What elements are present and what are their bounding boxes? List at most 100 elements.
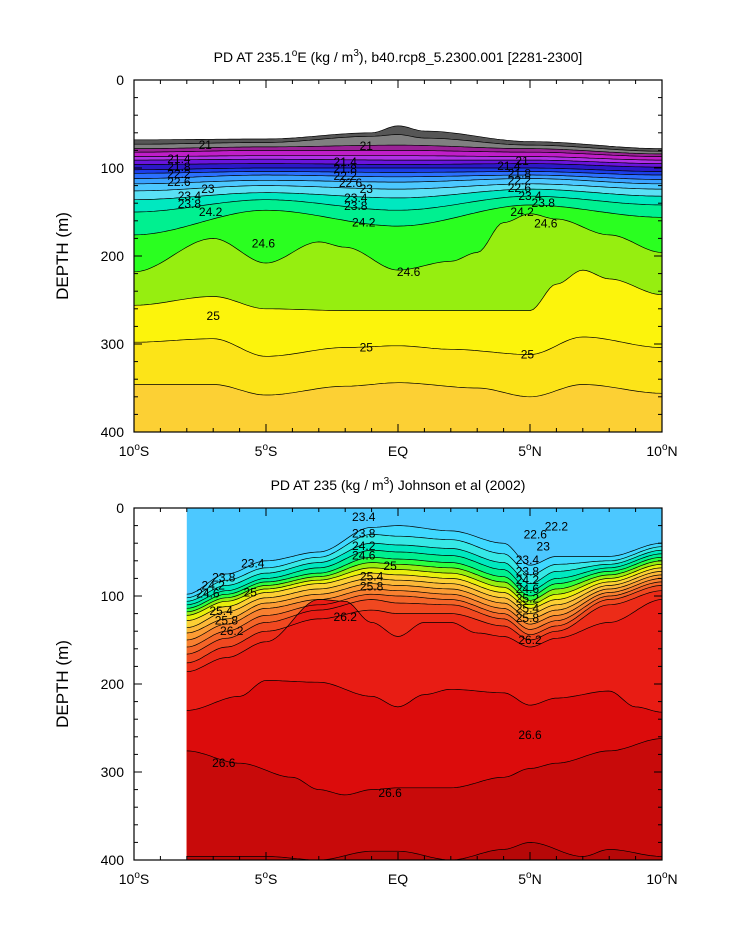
x-tick-label: 5oS: [255, 442, 278, 459]
contour-label: 24.2: [516, 573, 540, 587]
contour-line-25: [134, 336, 662, 357]
contour-label: 23.4: [241, 556, 265, 570]
contour-label: 26.2: [220, 624, 244, 638]
y-tick-label: 0: [116, 500, 124, 516]
panel-observation-contour-labels: 23.423.824.224.6 2525.425.826.223.423.824…: [196, 510, 568, 800]
contour-label: 25.2: [516, 592, 540, 606]
contour-line-23-6: [186, 534, 663, 599]
y-tick-label: 300: [101, 764, 125, 780]
contour-label: 25.4: [360, 570, 384, 584]
contour-line-24-6: [133, 213, 663, 273]
contour-label: 21: [199, 138, 213, 152]
contour-label: 24.6: [534, 216, 558, 230]
contour-line-24-2: [134, 195, 663, 213]
contour-label: 22.2: [167, 167, 191, 181]
x-tick-label: 5oN: [518, 870, 541, 887]
contour-label: 25.4: [516, 601, 540, 615]
x-tick-label: 10oS: [119, 870, 149, 887]
contour-label: 23.4: [178, 189, 202, 203]
contour-label: 25.8: [516, 611, 540, 625]
contour-label: 23.4: [516, 553, 540, 567]
contour-line-24-2: [186, 556, 663, 609]
contour-line-22-6: [134, 163, 662, 168]
panel-observation-filled-contours: [186, 508, 663, 860]
contour-line-21-4: [134, 150, 662, 157]
contour-label: 21.8: [334, 162, 358, 176]
contour-label: 24.2: [510, 205, 534, 219]
contour-label: 23.4: [344, 191, 368, 205]
contour-line-20: [134, 125, 662, 149]
contour-label: 24.6: [397, 265, 421, 279]
contour-line-24: [186, 549, 663, 606]
contour-label: 23.4: [352, 510, 376, 524]
x-tick-label: 10oN: [646, 442, 677, 459]
contour-line-24-4: [133, 204, 662, 236]
contour-line-23-2: [134, 171, 662, 176]
contour-line-26-4: [186, 680, 663, 713]
contour-line-25-2: [186, 574, 663, 634]
contour-label: 25.8: [360, 579, 384, 593]
contour-label: 21.4: [167, 152, 191, 166]
contour-label: 22.6: [339, 176, 363, 190]
contour-label: 22.2: [508, 173, 532, 187]
x-tick-label: EQ: [388, 443, 408, 459]
contour-label: 23.8: [344, 199, 368, 213]
contour-label: 21: [515, 154, 529, 168]
contour-label: 22.2: [545, 520, 569, 534]
panel-observation-title: PD AT 235 (kg / m3) Johnson et al (2002): [271, 476, 526, 493]
contour-label: 23.8: [532, 196, 556, 210]
contour-label: 25: [360, 341, 374, 355]
contour-line-22-2: [134, 158, 662, 164]
contour-label: 26.6: [212, 756, 236, 770]
x-tick-label: 5oS: [255, 870, 278, 887]
contour-line-25-4: [186, 578, 663, 641]
panel-model: PD AT 235.1oE (kg / m3), b40.rcp8_5.2300…: [53, 48, 678, 459]
contour-line-24: [134, 188, 663, 201]
contour-label: 23.8: [516, 564, 540, 578]
x-tick-label: 10oS: [119, 442, 149, 459]
contour-label: 26.6: [378, 786, 402, 800]
y-tick-label: 0: [116, 72, 124, 88]
contour-label: 23.8: [178, 197, 202, 211]
x-tick-label: 5oN: [518, 442, 541, 459]
panel-model-axes: 10oS 5oS EQ 5oN 10oN 0 100 200 300 400: [101, 72, 678, 459]
contour-label: 24.6: [352, 549, 376, 563]
y-tick-label: 300: [101, 336, 125, 352]
contour-line-20-6: [134, 134, 662, 152]
contour-line-25-2: [134, 382, 663, 398]
contour-label: 25: [521, 348, 535, 362]
contour-label: 23: [360, 182, 374, 196]
contour-line-24-8: [186, 567, 663, 621]
panel-model-title: PD AT 235.1oE (kg / m3), b40.rcp8_5.2300…: [214, 48, 583, 65]
panel-model-contour-lines: [133, 125, 663, 433]
contour-line-26-2: [186, 599, 663, 673]
contour-label: 25.4: [209, 604, 233, 618]
y-tick-label: 400: [101, 424, 125, 440]
contour-label: 22.2: [334, 169, 358, 183]
panel-model-filled-contours: [134, 125, 662, 433]
contour-band-26-6: [186, 738, 663, 860]
panel-observation-y-axis-label: DEPTH (m): [53, 640, 72, 728]
contour-line-26-6: [186, 738, 663, 796]
contour-label: 24.6: [516, 582, 540, 596]
contour-label: 24.2: [352, 539, 376, 553]
y-tick-label: 200: [101, 676, 125, 692]
contour-label: 24.6: [196, 586, 220, 600]
contour-label: 23.4: [518, 189, 542, 203]
contour-label: 21.8: [167, 160, 191, 174]
contour-line-23-4: [186, 525, 663, 595]
contour-label: 24.2: [352, 216, 376, 230]
contour-line-24-4: [186, 560, 663, 613]
contour-line-23-8: [186, 542, 663, 602]
contour-label: 26.2: [518, 633, 542, 647]
contour-label: 21.4: [334, 155, 358, 169]
contour-label: 24.2: [199, 205, 223, 219]
contour-label: 22.6: [167, 175, 191, 189]
contour-label: 21.4: [497, 159, 521, 173]
contour-line-23-6: [134, 178, 662, 185]
contour-line-23-4: [134, 174, 662, 180]
y-tick-label: 100: [101, 588, 125, 604]
contour-label: 25: [207, 309, 221, 323]
contour-label: 26.2: [334, 610, 358, 624]
